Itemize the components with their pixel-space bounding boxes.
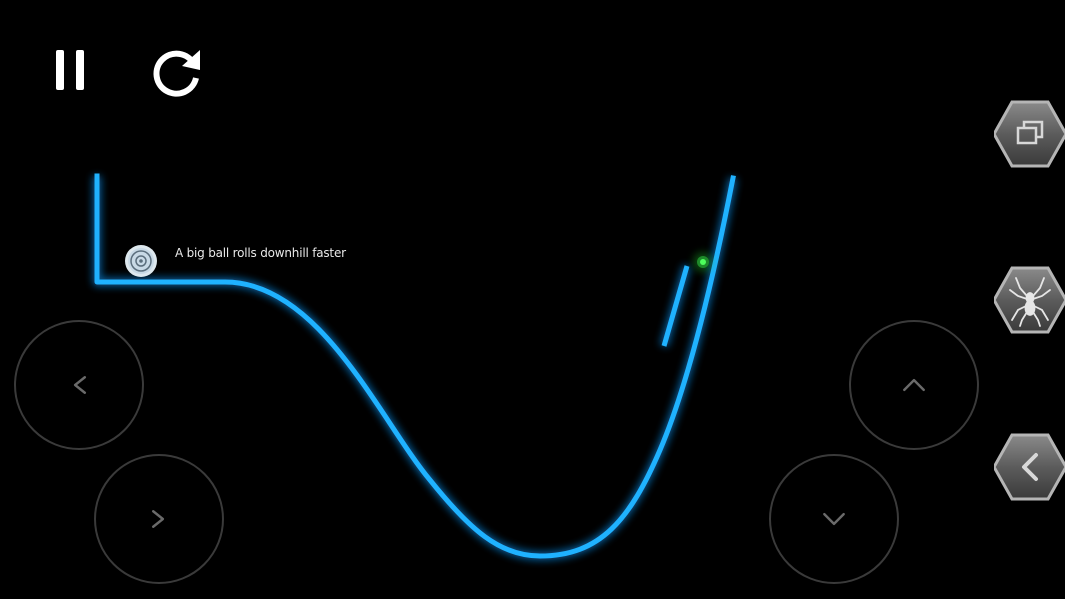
pause-button[interactable] bbox=[48, 44, 92, 98]
back-button[interactable] bbox=[992, 433, 1065, 501]
movable-plank[interactable] bbox=[659, 264, 692, 348]
goal-marker bbox=[693, 252, 713, 272]
pause-icon bbox=[56, 50, 84, 90]
track bbox=[92, 173, 738, 561]
move-left-button[interactable] bbox=[14, 320, 144, 450]
chevron-left-icon bbox=[73, 376, 87, 394]
back-arrow-icon bbox=[1022, 453, 1038, 481]
chevron-up-icon bbox=[903, 378, 925, 392]
move-down-button[interactable] bbox=[769, 454, 899, 584]
chevron-down-icon bbox=[823, 512, 845, 526]
chevron-right-icon bbox=[151, 510, 165, 528]
spider-icon bbox=[1009, 277, 1051, 327]
window-restore-icon bbox=[1016, 120, 1044, 145]
window-toggle-button[interactable] bbox=[992, 100, 1065, 168]
spider-button[interactable] bbox=[992, 266, 1065, 334]
restart-icon bbox=[153, 50, 200, 97]
level-hint: A big ball rolls downhill faster bbox=[175, 246, 346, 260]
player-ball[interactable] bbox=[125, 245, 157, 277]
jump-up-button[interactable] bbox=[849, 320, 979, 450]
restart-button[interactable] bbox=[148, 44, 204, 98]
move-right-button[interactable] bbox=[94, 454, 224, 584]
